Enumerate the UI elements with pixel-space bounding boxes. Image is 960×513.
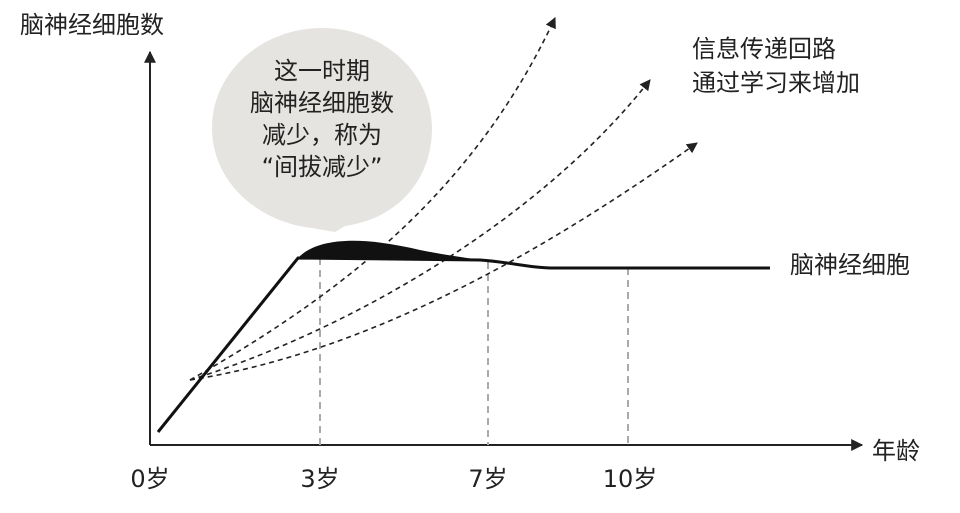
circuit-label: 通过学习来增加 xyxy=(692,69,860,97)
bubble-text: 减少，称为 xyxy=(262,121,382,149)
pruning-area xyxy=(298,240,485,261)
x-tick-label: 10岁 xyxy=(603,465,658,493)
guide-lines xyxy=(319,258,629,445)
x-tick-label: 0岁 xyxy=(130,465,169,493)
circuit-curve xyxy=(189,17,556,381)
circuit-curves xyxy=(189,17,698,381)
neuron-curve xyxy=(156,256,770,433)
circuit-curve xyxy=(189,142,698,381)
bubble-text: 脑神经细胞数 xyxy=(250,89,394,117)
neuron-label: 脑神经细胞 xyxy=(790,251,910,279)
circuit-curve xyxy=(189,79,651,381)
x-tick-label: 7岁 xyxy=(468,465,507,493)
bubble-text: 这一时期 xyxy=(274,57,370,85)
x-axis-label: 年龄 xyxy=(872,437,920,465)
x-tick-label: 3岁 xyxy=(300,465,339,493)
speech-bubble xyxy=(212,28,432,232)
bubble-text: “间拔减少” xyxy=(262,153,383,181)
circuit-label: 信息传递回路 xyxy=(692,35,836,63)
y-axis-label: 脑神经细胞数 xyxy=(20,11,164,39)
